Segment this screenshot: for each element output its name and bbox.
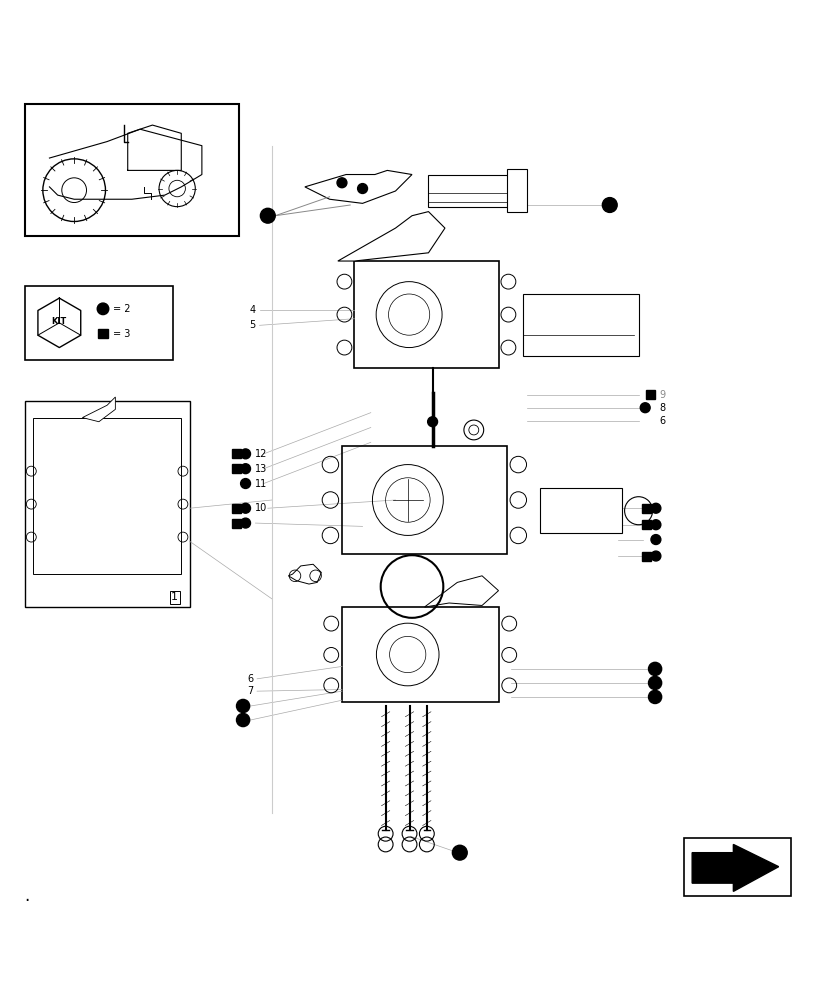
Bar [507,169,527,212]
Text: KIT: KIT [52,317,67,326]
Text: 13: 13 [255,464,267,474]
Text: 9: 9 [659,390,665,400]
Circle shape [337,178,347,188]
Circle shape [260,208,275,223]
Polygon shape [82,397,115,422]
Bar [232,504,241,513]
Text: 6: 6 [659,416,665,426]
Circle shape [241,518,250,528]
Bar [643,520,651,529]
Bar [25,401,190,607]
Circle shape [241,449,250,459]
Bar [428,175,511,207]
Bar [342,446,507,554]
Circle shape [648,676,662,690]
Text: 1: 1 [171,592,178,602]
Circle shape [358,184,368,193]
Circle shape [236,699,250,713]
Circle shape [241,464,250,474]
Circle shape [648,662,662,676]
Text: 12: 12 [255,449,267,459]
Bar [232,464,241,473]
Polygon shape [424,576,499,607]
Circle shape [97,303,109,315]
Text: = 3: = 3 [113,329,130,339]
Bar [540,488,622,533]
Bar [643,552,651,561]
Bar [232,449,241,458]
Circle shape [428,417,438,427]
Circle shape [452,845,467,860]
Circle shape [648,690,662,704]
Polygon shape [692,844,779,891]
Bar [25,286,173,360]
Bar [643,504,651,513]
Text: 6: 6 [248,674,254,684]
Text: = 2: = 2 [113,304,130,314]
Circle shape [651,535,661,544]
Circle shape [236,713,250,727]
Bar [33,418,181,574]
Circle shape [241,479,250,488]
Polygon shape [305,170,412,203]
Text: 5: 5 [249,320,255,330]
Text: 10: 10 [255,503,267,513]
Bar [684,838,791,896]
Circle shape [602,198,617,212]
Circle shape [651,520,661,530]
Bar [354,261,499,368]
Circle shape [651,551,661,561]
Bar [98,329,108,338]
Bar [523,294,639,356]
Bar [647,390,656,399]
Bar [342,607,499,702]
Bar [25,104,239,236]
Text: 8: 8 [659,403,665,413]
Text: 7: 7 [247,686,254,696]
Polygon shape [288,564,321,584]
Text: 4: 4 [250,305,255,315]
Text: 11: 11 [255,479,267,489]
Circle shape [241,503,250,513]
Text: .: . [25,887,30,905]
Polygon shape [338,212,445,261]
Circle shape [640,403,650,413]
Circle shape [651,503,661,513]
Bar [232,519,241,528]
